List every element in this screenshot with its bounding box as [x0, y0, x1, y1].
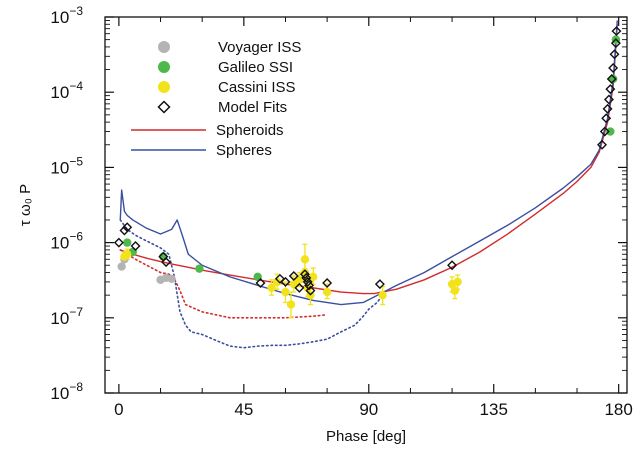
model-fit-point: [374, 279, 385, 290]
model-fit-point: [161, 257, 172, 268]
model-fit-point: [288, 270, 299, 281]
galileo-point: [608, 74, 618, 84]
plot-area: [113, 20, 622, 349]
y-tick-label: 10−5: [50, 154, 83, 177]
model-fit-point: [322, 278, 333, 289]
y-tick-exponent: −5: [69, 154, 83, 168]
cassini-point: [378, 290, 387, 300]
model-fit-point: [606, 73, 617, 84]
y-axis-label: τ ω₀ P: [17, 184, 34, 226]
cassini-point: [309, 272, 318, 282]
y-tick-label: 10−3: [50, 4, 83, 27]
model-fit-point: [302, 276, 313, 287]
legend-marker: [157, 100, 171, 114]
x-tick-label: 90: [359, 400, 378, 419]
y-tick-exponent: −3: [69, 4, 83, 18]
y-tick-base: 10: [50, 158, 69, 177]
legend-label: Galileo SSI: [218, 59, 293, 76]
model-fit-point: [294, 282, 305, 293]
y-tick-exponent: −7: [69, 305, 83, 319]
y-tick-label: 10−8: [50, 380, 83, 403]
y-tick-base: 10: [50, 384, 69, 403]
model-fit-point: [274, 273, 285, 284]
cassini-point: [281, 287, 290, 297]
series-line-spheres-dotted: [119, 219, 384, 349]
model-fit-point: [447, 260, 458, 271]
legend-label: Spheroids: [216, 122, 284, 139]
legend-marker: [158, 81, 170, 93]
model-fit-point: [602, 103, 613, 114]
y-tick-exponent: −4: [69, 79, 83, 93]
cassini-point: [453, 277, 462, 287]
x-tick-label: 0: [114, 400, 123, 419]
legend-label: Cassini ISS: [218, 79, 296, 96]
legend-label: Spheres: [216, 142, 272, 159]
model-fit-point: [304, 280, 315, 291]
model-fit-point: [608, 62, 619, 73]
model-fit-point: [255, 278, 266, 289]
voyager-point: [117, 262, 126, 271]
model-fit-point: [601, 113, 612, 124]
model-fit-point: [130, 241, 141, 252]
cassini-point: [286, 300, 296, 309]
cassini-point: [450, 286, 460, 295]
y-tick-base: 10: [50, 8, 69, 27]
x-tick-label: 180: [604, 400, 632, 419]
series-line-spheres: [119, 20, 618, 306]
legend-marker: [158, 41, 170, 53]
y-tick-base: 10: [50, 234, 69, 253]
series-line-spheroids-dotted: [119, 249, 328, 319]
x-tick-label: 135: [480, 400, 508, 419]
y-tick-base: 10: [50, 309, 69, 328]
x-axis-label: Phase [deg]: [326, 428, 406, 445]
y-tick-label: 10−4: [50, 79, 83, 102]
model-fit-point: [113, 237, 124, 248]
y-tick-labels: 10−810−710−610−510−410−3: [50, 4, 83, 403]
model-fit-point: [605, 84, 616, 95]
legend-label: Voyager ISS: [218, 39, 301, 56]
model-fit-point: [599, 126, 610, 137]
y-tick-exponent: −8: [69, 380, 83, 394]
model-fit-point: [122, 222, 133, 233]
series-line-spheroids: [120, 24, 618, 295]
model-fit-point: [119, 225, 130, 236]
y-tick-base: 10: [50, 83, 69, 102]
voyager-point: [167, 274, 176, 284]
axis-ticks: [105, 16, 627, 394]
model-fit-point: [280, 276, 291, 287]
galileo-point: [159, 252, 168, 261]
legend-marker: [158, 61, 170, 73]
model-fit-point: [609, 49, 620, 60]
cassini-point: [267, 283, 276, 293]
cassini-point: [123, 250, 132, 259]
model-fit-point: [305, 285, 316, 296]
model-fit-point: [301, 272, 312, 283]
model-fit-point: [611, 26, 622, 37]
model-fit-point: [597, 139, 608, 150]
legend-label: Model Fits: [218, 99, 287, 116]
cassini-point: [300, 255, 310, 264]
y-tick-label: 10−6: [50, 230, 83, 253]
model-fit-point: [299, 269, 310, 280]
y-tick-label: 10−7: [50, 305, 83, 328]
cassini-point: [322, 287, 332, 297]
model-fit-point: [603, 94, 614, 105]
model-fit-point: [610, 38, 621, 49]
galileo-point: [606, 127, 615, 136]
y-tick-exponent: −6: [69, 230, 83, 244]
x-tick-label: 45: [234, 400, 253, 419]
galileo-point: [195, 264, 204, 273]
galileo-point: [123, 238, 132, 247]
x-tick-labels: 0 45 90 135 180: [114, 400, 633, 419]
cassini-point: [272, 277, 282, 287]
plot-frame: [104, 16, 628, 394]
legend: Voyager ISS Galileo SSI Cassini ISS Model F…: [131, 39, 301, 159]
